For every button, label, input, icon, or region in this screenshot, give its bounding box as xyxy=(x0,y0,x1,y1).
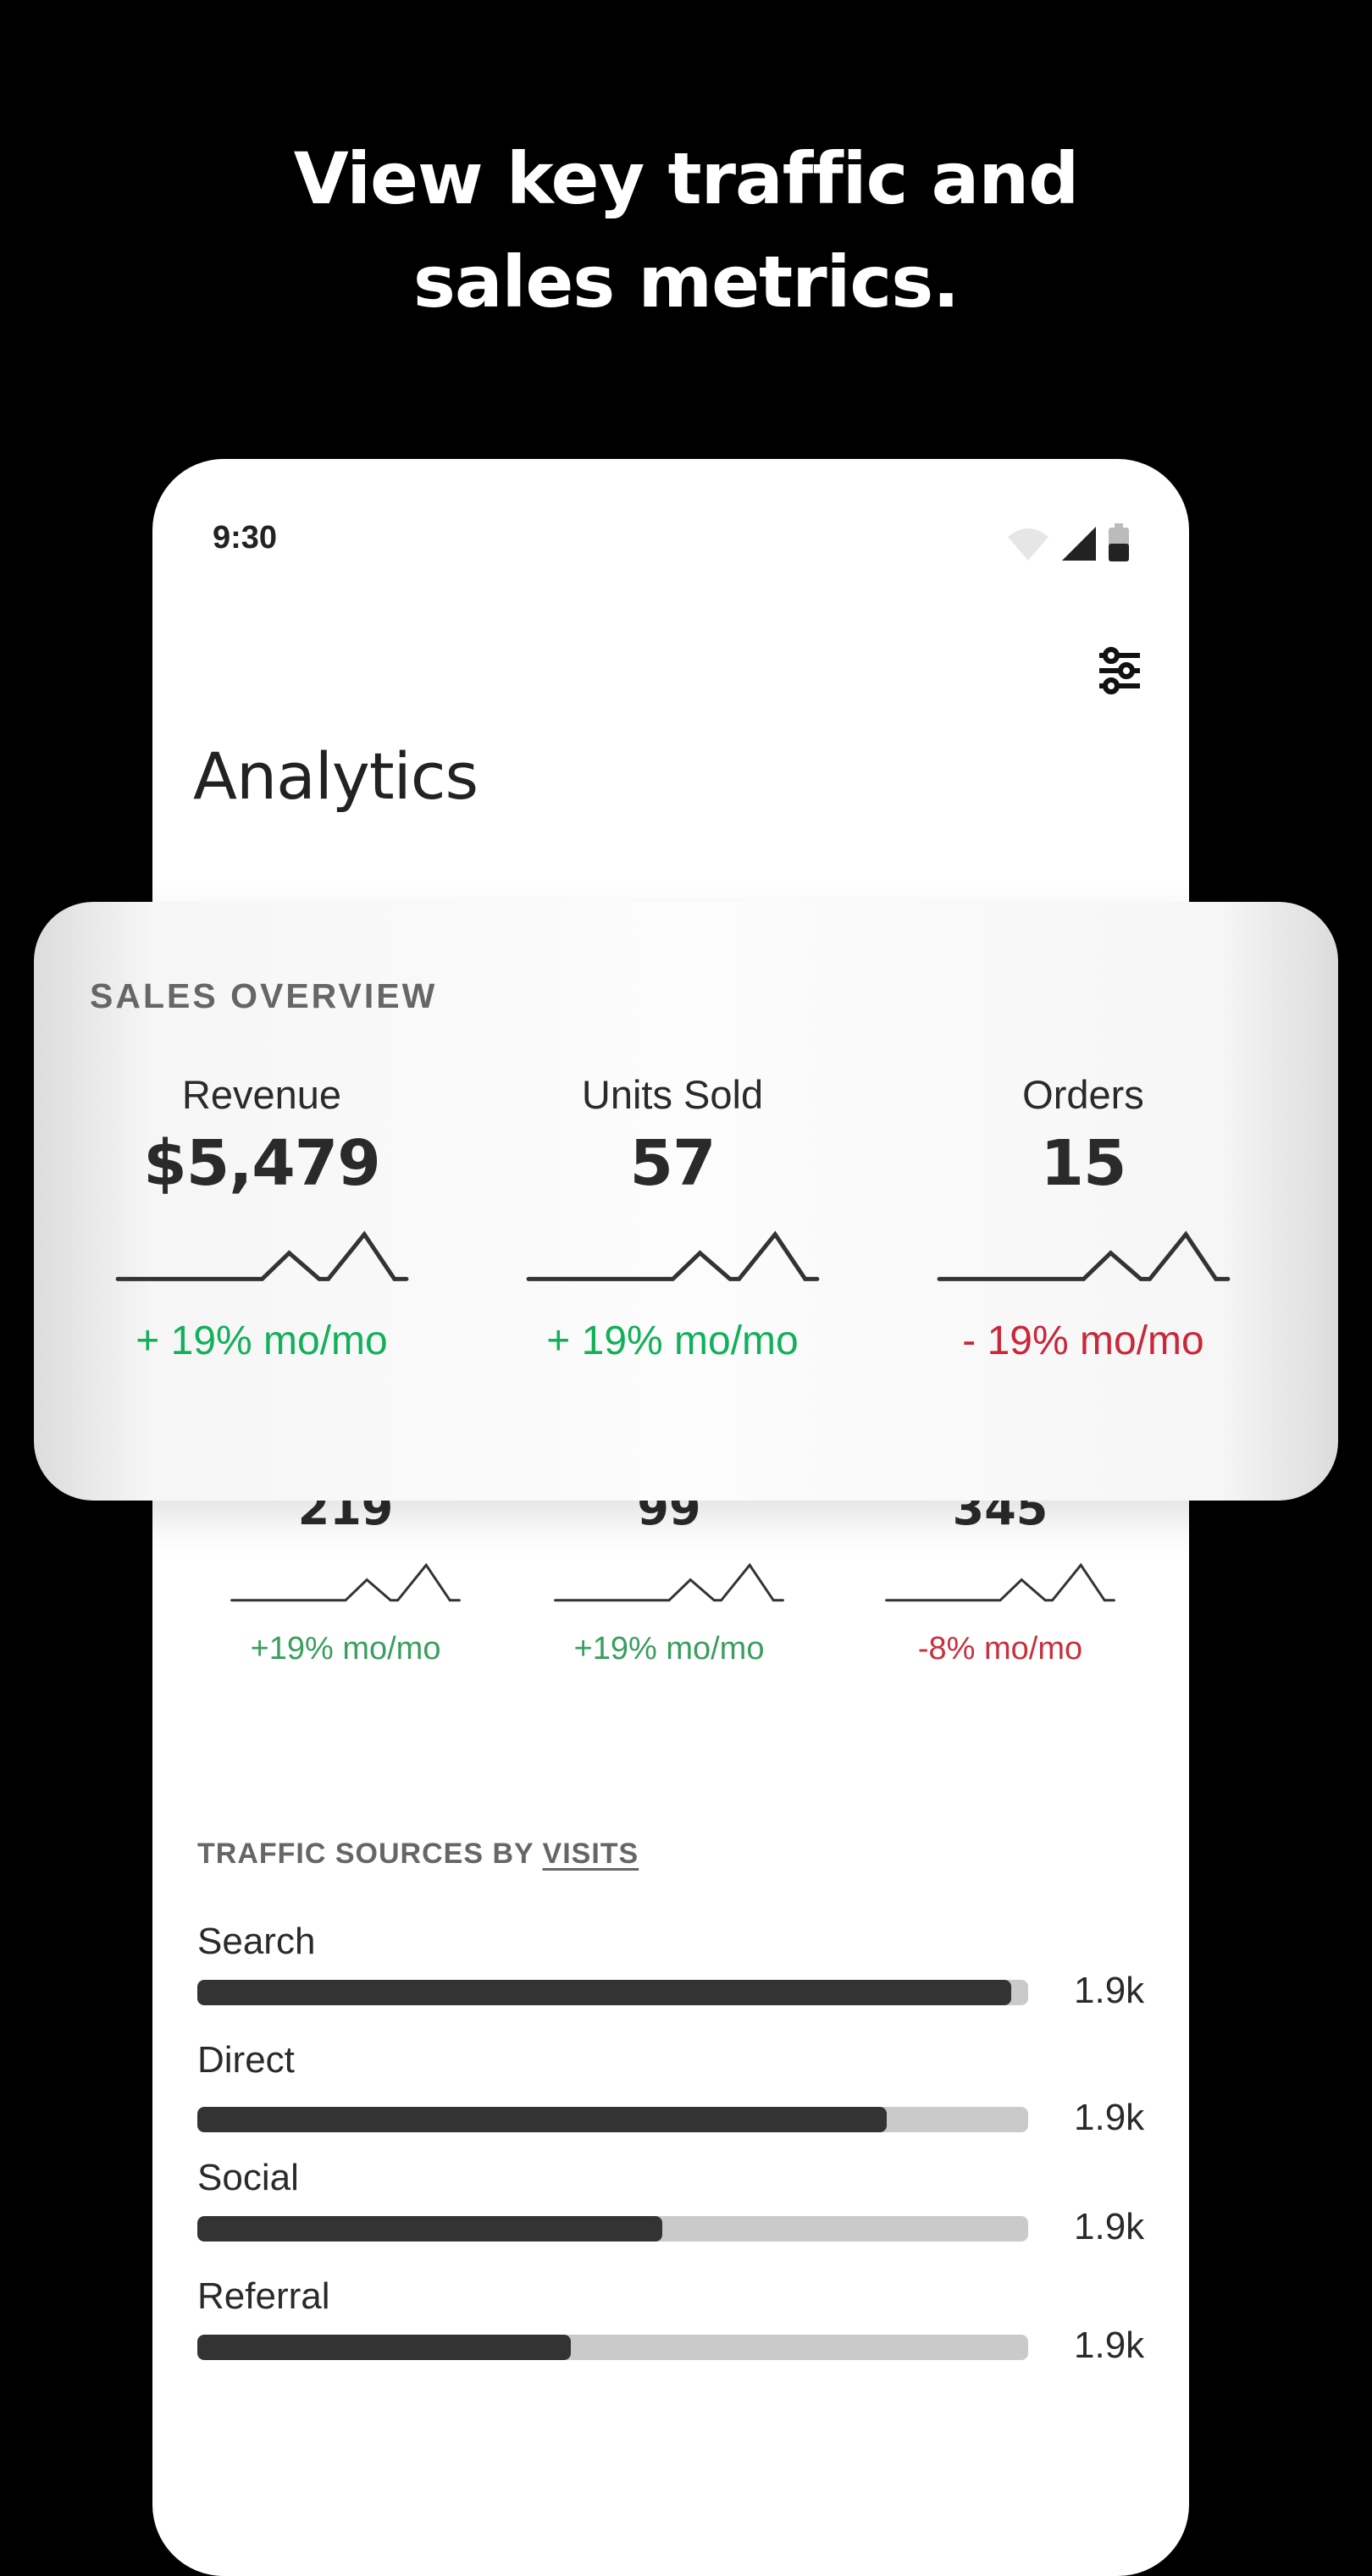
source-bar xyxy=(197,2107,1028,2132)
sales-overview-card: SALES OVERVIEW Revenue $5,479 + 19% mo/m… xyxy=(34,902,1338,1501)
metric-label: Units Sold xyxy=(581,1072,764,1117)
sliders-icon[interactable] xyxy=(1098,647,1142,694)
source-value: 1.9k xyxy=(1074,2324,1145,2366)
traffic-title-prefix: TRAFFIC SOURCES BY xyxy=(197,1838,543,1870)
sales-overview-title: SALES OVERVIEW xyxy=(90,976,438,1015)
metric-change: - 19% mo/mo xyxy=(962,1318,1204,1363)
secondary-metric-change: +19% mo/mo xyxy=(250,1631,441,1667)
source-bar xyxy=(197,2216,1028,2242)
metric-value: 15 xyxy=(1040,1127,1127,1200)
secondary-metric-change: -8% mo/mo xyxy=(917,1631,1083,1667)
source-label: Social xyxy=(197,2157,299,2198)
metric-value: 57 xyxy=(629,1127,716,1200)
metric-units-sold[interactable]: Units Sold 57 + 19% mo/mo xyxy=(486,1071,859,1364)
traffic-sources-title: TRAFFIC SOURCES BY VISITS xyxy=(197,1838,639,1871)
status-icons xyxy=(1006,523,1130,562)
source-bar xyxy=(197,2335,1028,2360)
source-bar-fill xyxy=(197,1980,1012,2005)
source-bar xyxy=(197,1980,1028,2005)
source-bar-fill xyxy=(197,2216,663,2242)
metric-label: Revenue xyxy=(181,1072,342,1117)
source-label: Direct xyxy=(197,2039,295,2081)
source-bar-fill xyxy=(197,2107,888,2132)
headline-line-2: sales metrics. xyxy=(412,240,960,323)
battery-icon xyxy=(1109,523,1129,561)
metric-change: + 19% mo/mo xyxy=(546,1318,799,1363)
wifi-icon xyxy=(1008,528,1048,561)
headline: View key traffic and sales metrics. xyxy=(0,127,1372,334)
metric-revenue[interactable]: Revenue $5,479 + 19% mo/mo xyxy=(75,1071,448,1364)
source-value: 1.9k xyxy=(1074,1970,1145,2011)
secondary-metric[interactable]: 99 +19% mo/mo xyxy=(542,1482,796,1667)
headline-line-1: View key traffic and xyxy=(293,137,1080,220)
sparkline xyxy=(523,1229,823,1285)
sparkline xyxy=(882,1561,1119,1605)
source-bar-fill xyxy=(197,2335,572,2360)
source-value: 1.9k xyxy=(1074,2206,1145,2247)
source-label: Search xyxy=(197,1921,316,1962)
sparkline xyxy=(550,1561,788,1605)
sparkline xyxy=(112,1229,412,1285)
secondary-metric[interactable]: 345 -8% mo/mo xyxy=(873,1482,1127,1667)
source-value: 1.9k xyxy=(1074,2097,1145,2138)
metric-change: + 19% mo/mo xyxy=(136,1318,388,1363)
sparkline xyxy=(933,1229,1234,1285)
phone-screen: 9:30 Analytics 219 +19% mo/mo 99 +19% mo… xyxy=(152,459,1189,2576)
secondary-metric-change: +19% mo/mo xyxy=(573,1631,765,1667)
page-title: Analytics xyxy=(193,738,479,814)
sparkline xyxy=(227,1561,464,1605)
metric-orders[interactable]: Orders 15 - 19% mo/mo xyxy=(897,1071,1270,1364)
secondary-metric[interactable]: 219 +19% mo/mo xyxy=(219,1482,473,1667)
source-label: Referral xyxy=(197,2275,330,2317)
visits-metric-link[interactable]: VISITS xyxy=(542,1838,639,1870)
metric-value: $5,479 xyxy=(143,1127,381,1200)
signal-icon xyxy=(1062,527,1096,561)
metric-label: Orders xyxy=(1022,1072,1144,1117)
status-time: 9:30 xyxy=(213,520,278,556)
